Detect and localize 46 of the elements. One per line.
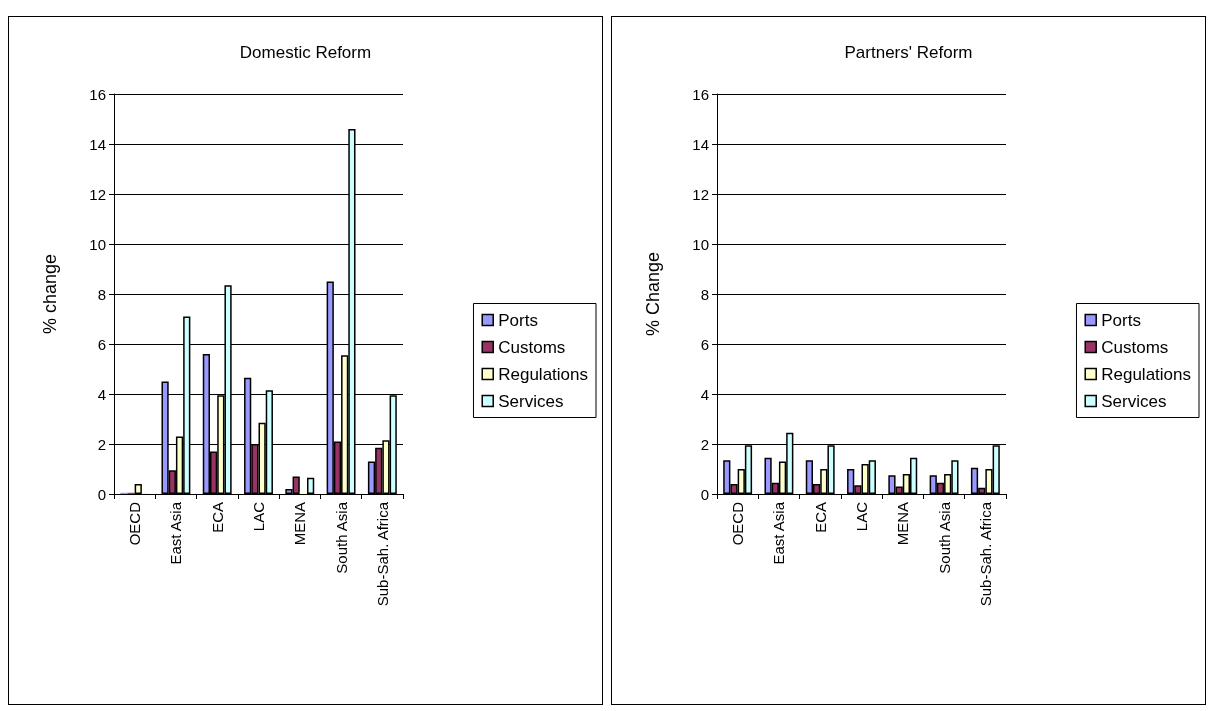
x-tick-label: LAC [853,501,870,532]
x-tick-label: ECA [811,502,829,533]
chart-title: Domestic Reform [239,43,372,62]
y-tick-label: 6 [97,335,106,353]
y-tick-label: 4 [97,385,106,403]
y-tick-label: 2 [97,435,106,453]
x-tick-label: OECD [126,501,144,546]
y-tick-label: 6 [700,335,709,353]
x-tick-label: LAC [250,501,267,532]
legend-label: Ports [1101,310,1141,330]
y-tick-label: 0 [97,485,106,503]
legend-label: Customs [1101,337,1169,357]
y-tick-label: 8 [97,285,106,303]
legend-label: Ports [498,310,538,330]
y-axis-title: % Change [643,251,663,337]
x-tick-label: Sub-Sah. Africa [373,501,391,607]
y-tick-label: 10 [89,235,106,253]
x-tick-label: East Asia [770,501,788,565]
y-tick-label: 10 [692,235,709,253]
x-tick-label: East Asia [167,501,185,565]
y-tick-label: 16 [692,85,709,103]
bar [134,484,142,494]
x-tick-label: Sub-Sah. Africa [976,501,994,607]
legend-label: Services [1101,391,1167,411]
y-axis-title: % change [40,253,60,335]
x-tick-label: MENA [291,502,309,546]
x-tick-label: ECA [208,502,226,533]
legend-label: Regulations [498,364,588,384]
x-tick-label: MENA [894,502,912,546]
y-tick-label: 16 [89,85,106,103]
legend-label: Customs [498,337,566,357]
chart-title: Partners' Reform [844,43,973,62]
bar [307,477,315,494]
y-tick-label: 0 [700,485,709,503]
y-tick-label: 12 [692,185,709,203]
y-tick-label: 4 [700,385,709,403]
y-tick-label: 14 [89,135,106,153]
y-tick-label: 12 [89,185,106,203]
y-tick-label: 8 [700,285,709,303]
legend-label: Regulations [1101,364,1191,384]
x-tick-label: South Asia [332,501,350,574]
legend-label: Services [498,391,564,411]
y-tick-label: 2 [700,435,709,453]
x-tick-label: OECD [729,501,747,546]
x-tick-label: South Asia [935,501,953,574]
y-tick-label: 14 [692,135,709,153]
